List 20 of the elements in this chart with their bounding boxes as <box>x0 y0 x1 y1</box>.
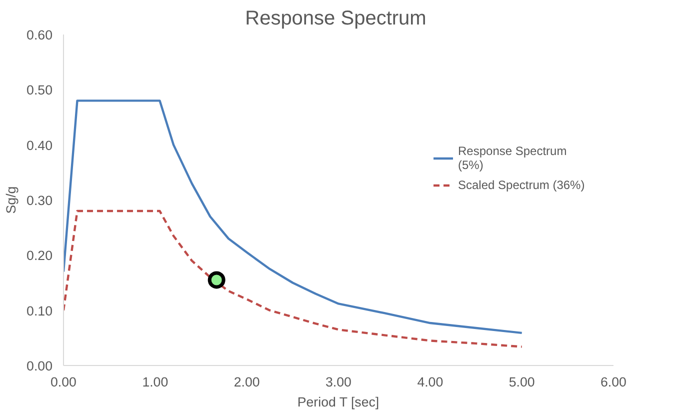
x-tick-label: 1.00 <box>142 374 168 390</box>
y-axis-title: Sg/g <box>4 186 19 214</box>
legend-label: Response Spectrum (5%) <box>458 144 567 172</box>
x-tick-label: 6.00 <box>600 374 626 390</box>
chart-title: Response Spectrum <box>245 8 426 30</box>
x-tick-label: 4.00 <box>417 374 444 390</box>
y-tick-label: 0.60 <box>26 28 53 42</box>
x-tick-label: 0.00 <box>50 374 76 390</box>
x-tick-label: 2.00 <box>234 374 260 390</box>
y-tick-label: 0.40 <box>26 138 53 153</box>
y-tick-label: 0.10 <box>26 303 53 318</box>
x-axis-title: Period T [sec] <box>297 394 380 410</box>
y-tick-label: 0.20 <box>26 248 53 264</box>
y-tick-label: 0.00 <box>26 358 53 374</box>
y-tick-label: 0.50 <box>26 82 53 98</box>
x-tick-label: 3.00 <box>326 374 352 390</box>
y-tick-label: 0.30 <box>26 193 53 208</box>
x-tick-label: 5.00 <box>508 374 535 390</box>
legend-label: Scaled Spectrum (36%) <box>458 178 585 192</box>
line-series <box>64 210 523 348</box>
